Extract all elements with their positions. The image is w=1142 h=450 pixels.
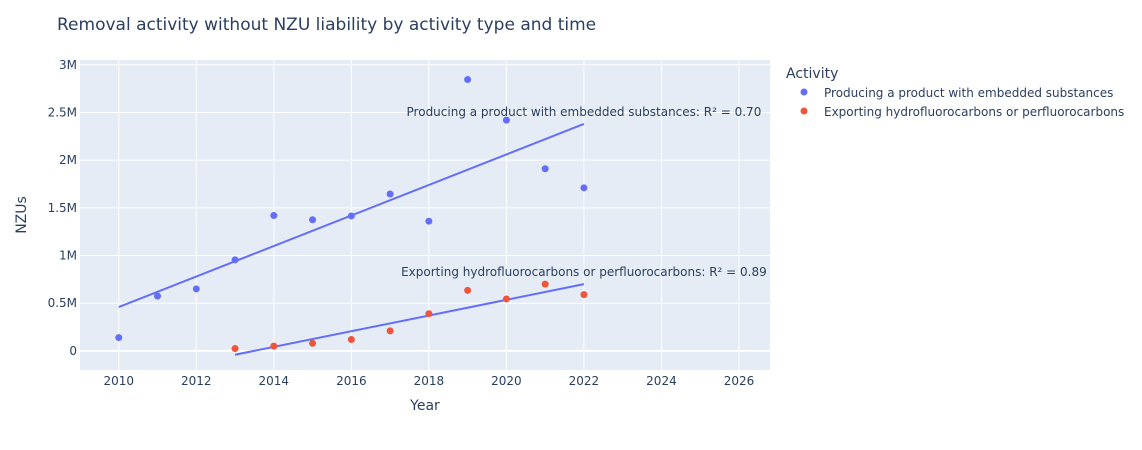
y-tick-label: 2.5M xyxy=(48,105,77,119)
plot-background xyxy=(80,60,770,370)
x-tick-label: 2024 xyxy=(646,374,677,388)
annotations: Producing a product with embedded substa… xyxy=(401,105,767,279)
y-axis-label: NZUs xyxy=(14,196,30,234)
data-point-series-0[interactable]: 2012: 650000 xyxy=(192,285,200,293)
legend: Activity Producing a product with embedd… xyxy=(786,66,1124,119)
axis-ticks: 2010 2012 2014 2016 2018 2020 2022 2024 2026 0 0.5… xyxy=(48,58,755,388)
trendline-series-1 xyxy=(234,283,585,356)
legend-marker-series-0 xyxy=(800,88,808,96)
data-points[interactable]: 2010: 140000 2011: 575000 2012: 650000 2013… xyxy=(115,76,588,353)
grid-lines xyxy=(80,60,770,370)
data-point-series-0[interactable]: 2014: 1420000 xyxy=(270,211,278,219)
data-point-series-1[interactable]: 2015: 80000 xyxy=(309,339,317,347)
y-tick-label: 0 xyxy=(69,344,77,358)
x-tick-label: 2026 xyxy=(724,374,755,388)
data-point-series-1[interactable]: 2014: 50000 xyxy=(270,342,278,350)
trendline-annotation-series-0: Producing a product with embedded substa… xyxy=(407,105,762,119)
data-point-series-1[interactable]: 2022: 590000 xyxy=(580,291,588,299)
legend-item-series-0[interactable]: Producing a product with embedded substa… xyxy=(800,86,1114,100)
data-point-series-1[interactable]: 2020: 545000 xyxy=(502,295,510,303)
x-tick-label: 2016 xyxy=(336,374,367,388)
data-point-series-0[interactable]: 2020: 2420000 xyxy=(502,116,510,124)
x-tick-label: 2022 xyxy=(569,374,600,388)
data-point-series-1[interactable]: 2013: 25000 xyxy=(231,345,239,353)
y-tick-label: 0.5M xyxy=(48,296,77,310)
legend-marker-series-1 xyxy=(800,107,808,115)
data-point-series-1[interactable]: 2017: 210000 xyxy=(386,327,394,335)
x-tick-label: 2012 xyxy=(181,374,212,388)
data-point-series-0[interactable]: 2021: 1910000 xyxy=(541,165,549,173)
data-point-series-0[interactable]: 2018: 1360000 xyxy=(425,217,433,225)
data-point-series-0[interactable]: 2010: 140000 xyxy=(115,334,123,342)
y-tick-label: 1.5M xyxy=(48,201,77,215)
x-tick-label: 2010 xyxy=(103,374,134,388)
trendline-annotation-series-1: Exporting hydrofluorocarbons or perfluor… xyxy=(401,265,767,279)
data-point-series-1[interactable]: 2018: 390000 xyxy=(425,310,433,318)
data-point-series-1[interactable]: 2019: 635000 xyxy=(464,286,472,294)
chart-title: Removal activity without NZU liability b… xyxy=(57,15,596,35)
data-point-series-0[interactable]: 2019: 2845000 xyxy=(464,76,472,84)
data-point-series-1[interactable]: 2016: 120000 xyxy=(347,335,355,343)
data-point-series-0[interactable]: 2015: 1375000 xyxy=(309,216,317,224)
data-point-series-1[interactable]: 2021: 700000 xyxy=(541,280,549,288)
x-tick-label: 2020 xyxy=(491,374,522,388)
data-point-series-0[interactable]: 2016: 1415000 xyxy=(347,212,355,220)
data-point-series-0[interactable]: 2022: 1710000 xyxy=(580,184,588,192)
y-tick-label: 2M xyxy=(59,153,77,167)
legend-item-series-1[interactable]: Exporting hydrofluorocarbons or perfluor… xyxy=(800,105,1125,119)
legend-title: Activity xyxy=(786,66,838,82)
y-tick-label: 3M xyxy=(59,58,77,72)
x-axis-label: Year xyxy=(409,398,440,414)
legend-label-series-0: Producing a product with embedded substa… xyxy=(824,86,1113,100)
y-tick-label: 1M xyxy=(59,249,77,263)
legend-label-series-1: Exporting hydrofluorocarbons or perfluor… xyxy=(824,105,1124,119)
x-tick-label: 2018 xyxy=(414,374,445,388)
data-point-series-0[interactable]: 2017: 1645000 xyxy=(386,190,394,198)
data-point-series-0[interactable]: 2011: 575000 xyxy=(154,292,162,300)
x-tick-label: 2014 xyxy=(259,374,290,388)
data-point-series-0[interactable]: 2013: 955000 xyxy=(231,256,239,264)
